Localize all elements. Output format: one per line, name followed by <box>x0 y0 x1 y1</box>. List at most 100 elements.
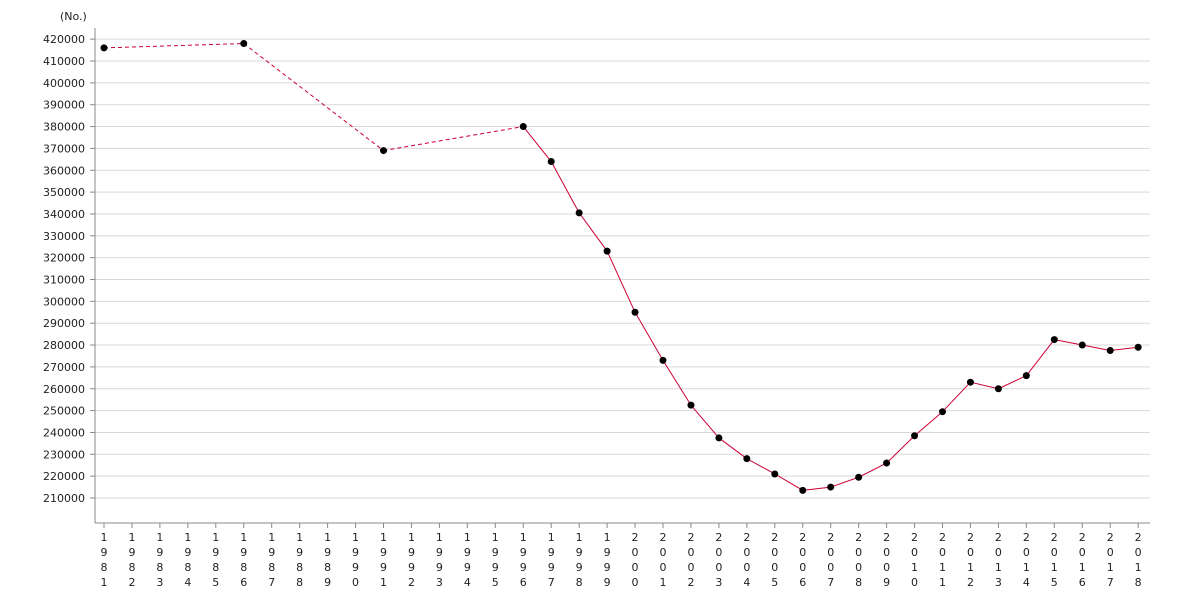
y-tick-label: 420000 <box>43 33 85 46</box>
gridlines <box>95 38 1150 499</box>
y-tick-label: 390000 <box>43 99 85 112</box>
y-tick-label: 230000 <box>43 448 85 461</box>
series-line-segment <box>914 411 943 437</box>
data-point <box>1078 341 1086 349</box>
series-line-segment <box>802 486 831 491</box>
series-lines <box>103 43 1139 491</box>
y-tick-label: 350000 <box>43 186 85 199</box>
series-line-segment <box>998 375 1027 390</box>
series-line-segment <box>774 473 804 491</box>
data-point <box>883 459 891 467</box>
axes <box>94 28 1150 524</box>
data-point <box>603 247 611 255</box>
y-tick-label: 380000 <box>43 121 85 134</box>
series-line-segment <box>718 437 748 460</box>
y-tick-label: 220000 <box>43 470 85 483</box>
series-line-segment <box>886 435 915 464</box>
y-tick-label: 250000 <box>43 405 85 418</box>
data-point <box>911 432 919 440</box>
series-line-segment <box>103 43 244 49</box>
y-tick-label: 260000 <box>43 383 85 396</box>
data-point <box>380 147 387 155</box>
y-tick-label: 340000 <box>43 208 85 221</box>
series-line-segment <box>550 161 580 214</box>
series-line-segment <box>746 458 776 475</box>
data-point <box>1106 347 1114 355</box>
data-point <box>240 40 248 48</box>
y-tick-label: 280000 <box>43 339 85 352</box>
series-line-segment <box>243 43 384 151</box>
y-tick-label: 300000 <box>43 295 85 308</box>
data-point <box>939 408 946 416</box>
series-line-segment <box>1054 339 1083 346</box>
data-point <box>1022 372 1030 380</box>
y-tick-label: 210000 <box>43 492 85 505</box>
series-line-segment <box>634 312 664 361</box>
data-point <box>715 434 723 442</box>
data-point <box>799 486 807 494</box>
y-tick-label: 360000 <box>43 164 85 177</box>
y-tick-label: 400000 <box>43 77 85 90</box>
data-point <box>743 455 751 463</box>
series-line-segment <box>606 250 636 313</box>
data-point <box>855 473 863 481</box>
data-point <box>519 123 527 131</box>
data-point <box>659 356 667 364</box>
data-point <box>100 44 108 52</box>
series-line-segment <box>522 126 552 162</box>
y-tick-label: 320000 <box>43 252 85 265</box>
series-line-segment <box>830 476 859 488</box>
series-line-segment <box>1110 346 1139 352</box>
series-line-segment <box>1025 339 1055 376</box>
series-line-segment <box>1082 344 1111 352</box>
x-axis-ticks: 1 9 8 1 1 9 8 2 1 9 8 3 1 9 8 4 1 9 8 5 1 9 8 6 1 9 8 7 1 9 8 8 1 9 8 9 1 9 9 0… <box>101 523 1142 589</box>
data-point <box>1134 343 1142 351</box>
data-point <box>771 470 779 478</box>
series-points <box>100 40 1142 494</box>
series-line-segment <box>662 360 692 406</box>
data-point <box>687 401 695 409</box>
y-tick-label: 290000 <box>43 317 85 330</box>
series-line-segment <box>578 212 608 252</box>
data-point <box>1050 336 1058 344</box>
data-point <box>966 378 974 386</box>
data-point <box>575 209 583 217</box>
y-tick-label: 410000 <box>43 55 85 68</box>
data-point <box>631 308 639 316</box>
y-tick-label: 370000 <box>43 142 85 155</box>
y-axis-ticks: 210000 220000 230000 240000 250000 260000 2700… <box>43 33 95 505</box>
